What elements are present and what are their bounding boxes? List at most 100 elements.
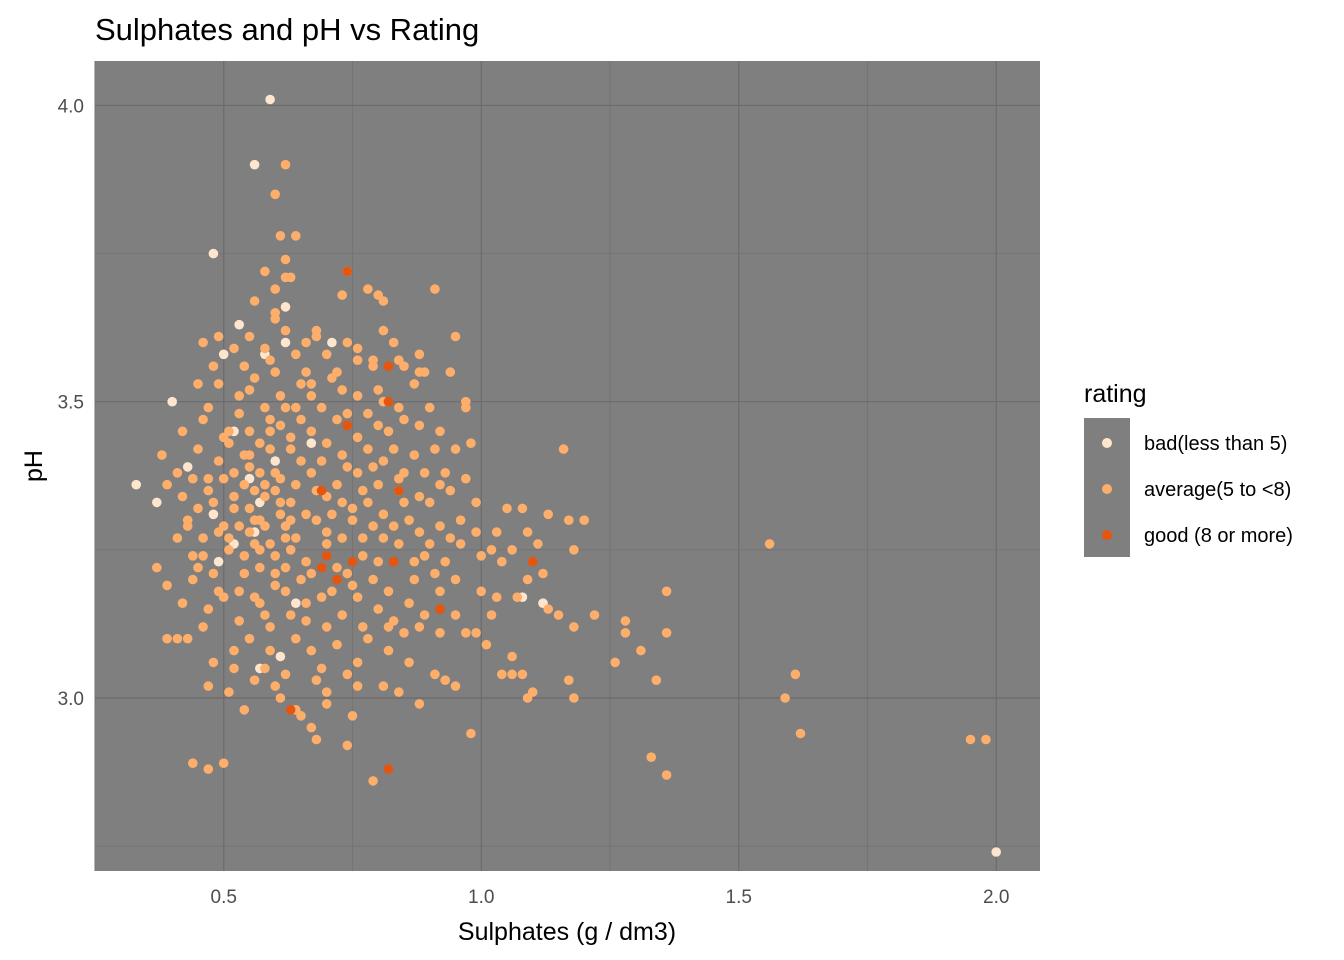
- data-point: [522, 693, 533, 703]
- data-point: [461, 628, 471, 638]
- data-point: [275, 231, 286, 241]
- data-point: [383, 645, 394, 656]
- data-point: [394, 402, 404, 413]
- data-point: [203, 681, 214, 691]
- data-point: [321, 551, 332, 561]
- data-point: [363, 284, 373, 294]
- data-point: [368, 574, 378, 585]
- data-point: [497, 669, 507, 680]
- data-point: [327, 373, 337, 383]
- data-point: [249, 373, 260, 383]
- data-point: [316, 562, 327, 573]
- data-point: [661, 628, 672, 638]
- data-point: [780, 693, 790, 703]
- data-point: [301, 367, 311, 377]
- data-point: [383, 426, 394, 437]
- data-point: [224, 545, 234, 555]
- data-point: [280, 669, 291, 680]
- data-point: [321, 438, 332, 449]
- data-point: [445, 533, 456, 543]
- data-point: [342, 408, 353, 419]
- data-point: [229, 343, 239, 354]
- data-point: [270, 568, 281, 579]
- data-point: [198, 414, 208, 425]
- data-point: [383, 586, 394, 597]
- data-point: [430, 568, 440, 579]
- data-point: [486, 545, 497, 555]
- data-point: [265, 622, 275, 632]
- data-point: [291, 402, 301, 413]
- data-point: [316, 456, 327, 466]
- data-point: [311, 675, 322, 685]
- data-point: [378, 456, 389, 466]
- data-point: [342, 462, 353, 472]
- data-point: [471, 527, 481, 537]
- data-point: [162, 580, 172, 591]
- data-point: [260, 663, 270, 674]
- data-point: [517, 503, 528, 514]
- data-point: [450, 444, 461, 454]
- data-point: [332, 574, 342, 585]
- data-point: [239, 361, 250, 372]
- data-point: [461, 473, 471, 484]
- data-point: [409, 379, 420, 389]
- data-point: [177, 491, 188, 502]
- data-point: [764, 539, 775, 549]
- data-point: [321, 699, 332, 709]
- data-point: [260, 266, 270, 277]
- data-point: [229, 663, 239, 674]
- data-point: [646, 752, 656, 762]
- data-point: [213, 331, 224, 342]
- data-point: [378, 296, 389, 306]
- data-point: [152, 497, 162, 508]
- data-point: [404, 515, 414, 525]
- data-point: [254, 515, 265, 525]
- data-point: [229, 503, 239, 514]
- data-point: [368, 462, 378, 472]
- data-point: [285, 444, 296, 454]
- data-point: [285, 610, 296, 620]
- data-point: [965, 734, 976, 745]
- grid-lines: [94, 61, 1040, 871]
- data-point: [414, 491, 425, 502]
- data-point: [507, 651, 517, 662]
- data-point: [399, 414, 409, 425]
- data-point: [193, 444, 203, 454]
- legend-key-marker: [1102, 438, 1112, 448]
- data-point: [306, 468, 317, 478]
- data-point: [260, 479, 270, 490]
- data-point: [363, 497, 373, 508]
- data-point: [445, 485, 456, 496]
- data-point: [569, 545, 579, 555]
- data-point: [244, 331, 255, 342]
- data-point: [435, 479, 445, 490]
- data-point: [414, 367, 425, 377]
- data-point: [435, 628, 445, 638]
- data-point: [358, 551, 368, 561]
- data-point: [347, 503, 358, 514]
- data-point: [249, 539, 260, 549]
- data-point: [275, 651, 286, 662]
- data-point: [234, 408, 244, 419]
- data-point: [270, 681, 281, 691]
- data-point: [543, 604, 553, 614]
- data-point: [352, 681, 363, 691]
- chart-title: Sulphates and pH vs Rating: [95, 12, 479, 47]
- data-point: [383, 361, 394, 372]
- data-point: [239, 705, 250, 715]
- data-point: [394, 687, 404, 697]
- data-point: [172, 533, 183, 543]
- data-point: [321, 622, 332, 632]
- data-point: [270, 456, 281, 466]
- data-point: [244, 527, 255, 537]
- data-point: [234, 616, 244, 626]
- data-point: [404, 598, 414, 608]
- data-point: [213, 556, 224, 567]
- data-point: [280, 159, 291, 170]
- data-point: [512, 592, 523, 602]
- data-point: [507, 545, 517, 555]
- data-point: [414, 527, 425, 537]
- data-point: [497, 556, 507, 567]
- data-point: [337, 497, 348, 508]
- data-point: [306, 426, 317, 437]
